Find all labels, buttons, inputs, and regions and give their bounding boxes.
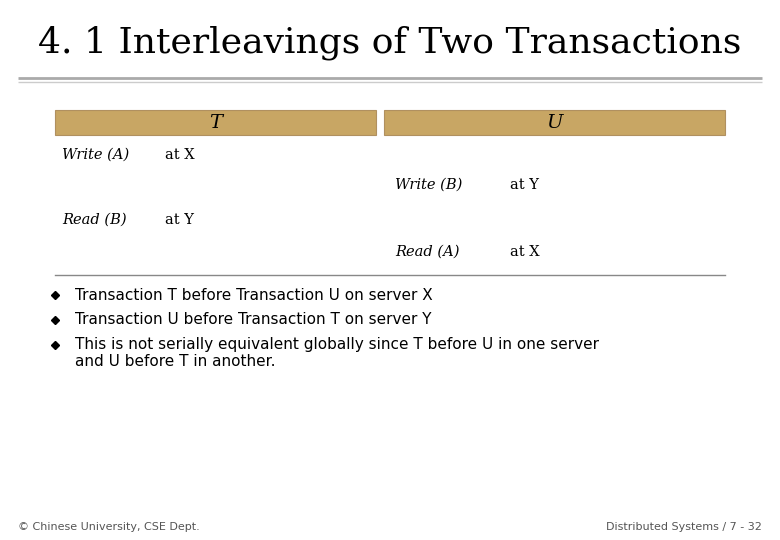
- Text: at X: at X: [165, 148, 195, 162]
- Text: Transaction T before Transaction U on server X: Transaction T before Transaction U on se…: [75, 287, 433, 302]
- Text: at Y: at Y: [510, 178, 539, 192]
- Text: © Chinese University, CSE Dept.: © Chinese University, CSE Dept.: [18, 522, 200, 532]
- Text: Read (B): Read (B): [62, 213, 126, 227]
- Bar: [384, 110, 725, 135]
- Text: at Y: at Y: [165, 213, 194, 227]
- Text: 4. 1 Interleavings of Two Transactions: 4. 1 Interleavings of Two Transactions: [38, 25, 742, 59]
- Text: Write (B): Write (B): [395, 178, 463, 192]
- Bar: [55, 110, 376, 135]
- Text: and U before T in another.: and U before T in another.: [75, 354, 275, 369]
- Text: U: U: [546, 113, 562, 132]
- Text: at X: at X: [510, 245, 540, 259]
- Text: T: T: [209, 113, 222, 132]
- Text: Transaction U before Transaction T on server Y: Transaction U before Transaction T on se…: [75, 313, 431, 327]
- Text: This is not serially equivalent globally since T before U in one server: This is not serially equivalent globally…: [75, 338, 599, 353]
- Text: Write (A): Write (A): [62, 148, 129, 162]
- Text: Read (A): Read (A): [395, 245, 459, 259]
- Text: Distributed Systems / 7 - 32: Distributed Systems / 7 - 32: [606, 522, 762, 532]
